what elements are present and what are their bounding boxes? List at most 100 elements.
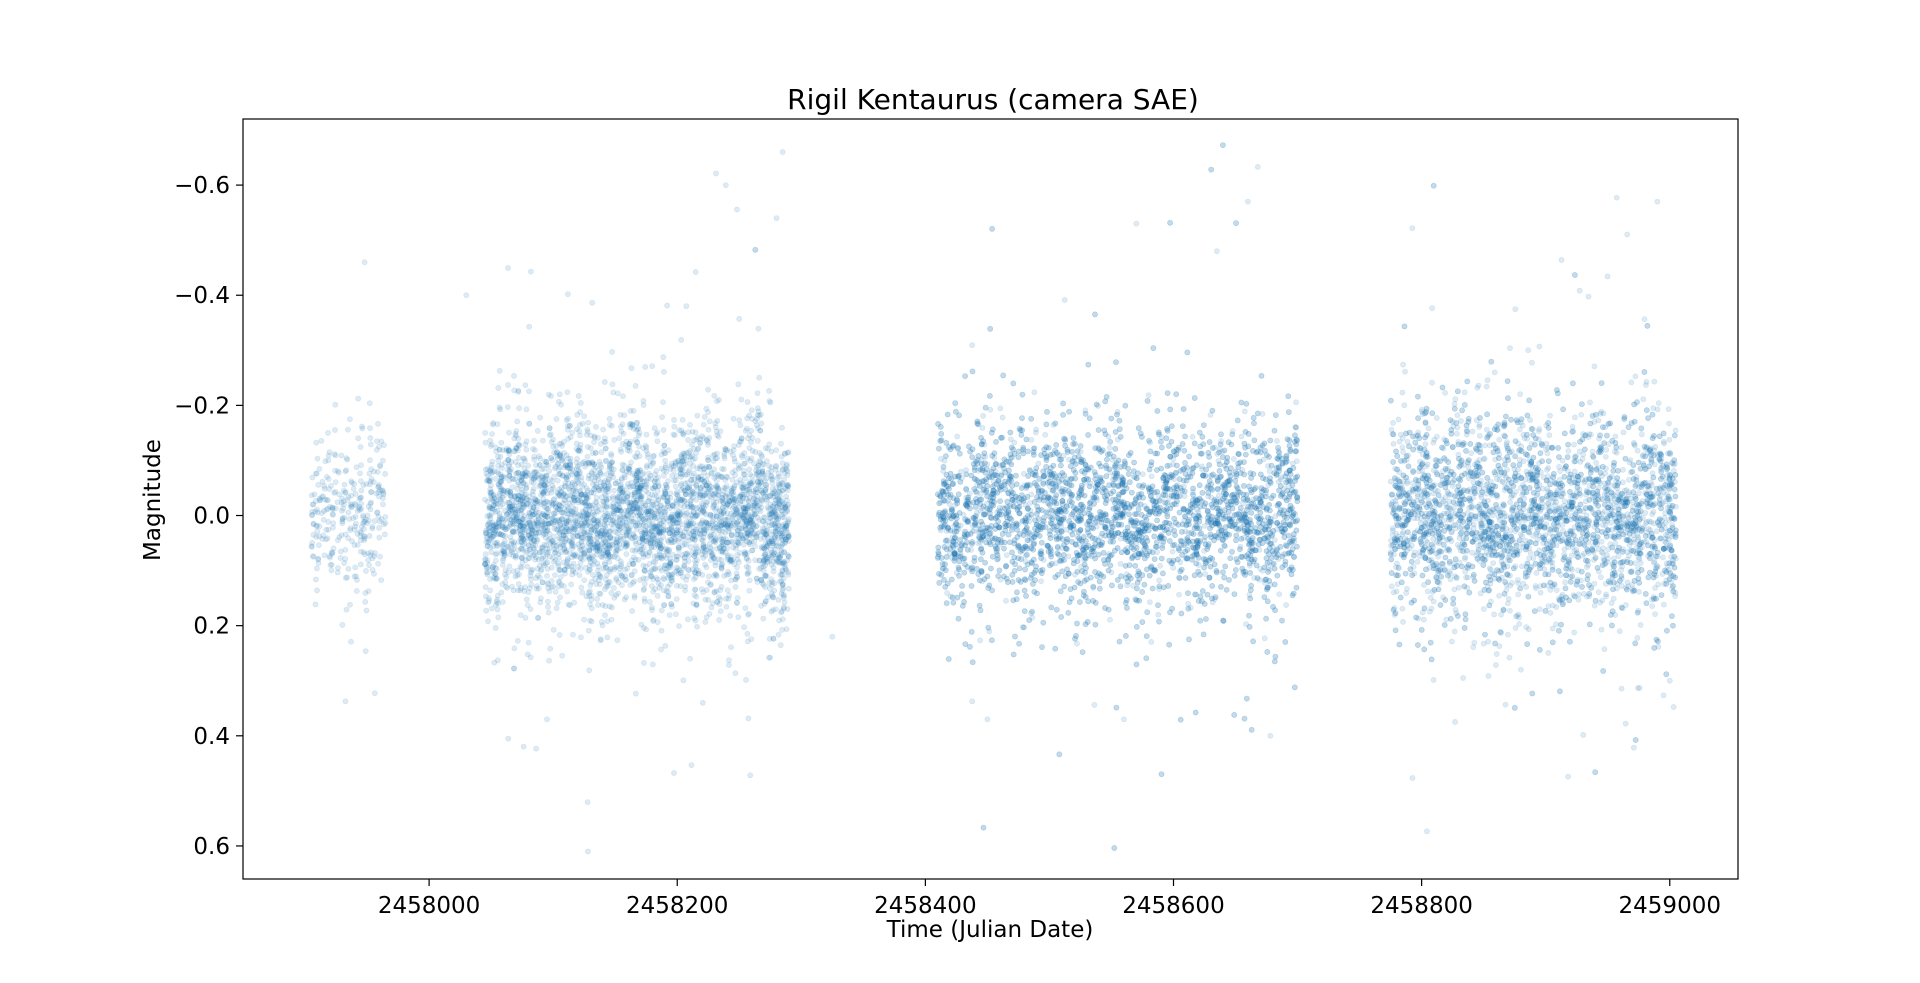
data-point xyxy=(656,529,662,536)
data-point xyxy=(719,547,726,554)
data-point xyxy=(315,542,322,548)
data-point xyxy=(344,426,351,433)
data-point xyxy=(512,553,519,559)
data-point xyxy=(544,580,551,586)
data-point xyxy=(536,462,543,468)
data-point xyxy=(534,427,541,434)
data-point xyxy=(365,588,372,595)
chart-title: Rigil Kentaurus (camera SAE) xyxy=(787,83,1199,116)
data-point xyxy=(489,505,496,512)
data-point xyxy=(662,642,669,649)
data-point xyxy=(350,515,356,521)
data-point xyxy=(493,575,500,582)
data-point xyxy=(730,489,737,496)
data-point xyxy=(356,503,363,510)
data-point xyxy=(766,398,773,404)
data-point xyxy=(715,485,722,492)
data-point xyxy=(321,482,327,489)
data-point xyxy=(332,488,339,495)
data-point xyxy=(593,523,600,530)
data-point xyxy=(364,520,370,527)
data-point xyxy=(661,472,667,479)
data-point xyxy=(561,567,568,573)
data-point xyxy=(735,527,741,534)
data-point xyxy=(730,415,737,422)
data-point xyxy=(691,576,697,583)
data-point xyxy=(378,487,385,494)
data-point xyxy=(685,558,692,564)
data-point xyxy=(359,423,365,430)
data-point xyxy=(484,571,491,578)
data-point xyxy=(553,416,560,422)
data-point xyxy=(357,470,363,477)
data-point xyxy=(636,522,643,529)
data-point xyxy=(678,427,685,434)
data-point xyxy=(596,581,603,588)
data-point xyxy=(364,512,371,519)
data-point xyxy=(525,639,532,646)
data-point xyxy=(332,427,338,433)
data-point xyxy=(343,455,350,462)
data-point xyxy=(657,506,663,513)
data-point xyxy=(768,538,775,545)
data-point xyxy=(758,544,765,550)
data-point xyxy=(506,429,512,436)
data-point xyxy=(737,422,744,429)
data-point xyxy=(555,562,562,569)
data-point xyxy=(761,478,768,484)
data-point xyxy=(308,492,315,499)
data-point xyxy=(654,537,661,544)
data-point xyxy=(648,528,655,534)
data-point xyxy=(337,548,344,555)
data-point xyxy=(516,405,522,412)
data-point xyxy=(484,543,491,549)
data-point xyxy=(658,545,664,551)
data-point xyxy=(669,503,676,510)
data-point xyxy=(610,510,617,517)
data-point xyxy=(731,443,737,449)
data-point xyxy=(603,531,609,537)
data-point xyxy=(337,555,344,561)
data-point xyxy=(662,481,669,488)
data-point xyxy=(368,499,374,506)
data-point xyxy=(567,515,574,521)
data-point xyxy=(499,557,506,564)
data-point xyxy=(671,423,678,430)
data-point xyxy=(639,471,646,478)
data-point xyxy=(576,572,583,579)
data-point xyxy=(527,546,534,553)
data-point xyxy=(348,638,354,645)
data-point xyxy=(513,445,520,452)
data-point xyxy=(318,510,325,516)
data-point xyxy=(498,461,505,468)
data-point xyxy=(775,596,782,603)
data-point xyxy=(565,473,572,480)
data-point xyxy=(658,646,664,653)
data-point xyxy=(318,494,325,500)
data-point xyxy=(633,478,640,485)
data-point xyxy=(665,593,672,600)
data-point xyxy=(762,487,769,493)
data-point xyxy=(332,467,338,474)
data-point xyxy=(377,462,383,468)
data-point xyxy=(537,414,544,421)
data-point xyxy=(759,468,766,475)
data-point xyxy=(365,517,372,524)
data-point xyxy=(767,654,773,661)
data-point xyxy=(488,470,495,476)
data-point xyxy=(779,567,786,573)
data-point xyxy=(495,600,501,607)
data-point xyxy=(783,466,790,473)
data-point xyxy=(668,513,675,520)
data-point xyxy=(724,523,731,529)
data-point xyxy=(632,690,639,697)
data-point xyxy=(613,576,620,583)
data-point xyxy=(358,494,364,501)
data-point xyxy=(651,425,658,432)
data-point xyxy=(514,418,521,425)
data-point xyxy=(614,555,621,562)
data-point xyxy=(620,393,626,400)
data-point xyxy=(664,583,671,590)
data-point xyxy=(779,587,786,593)
data-point xyxy=(749,435,756,441)
